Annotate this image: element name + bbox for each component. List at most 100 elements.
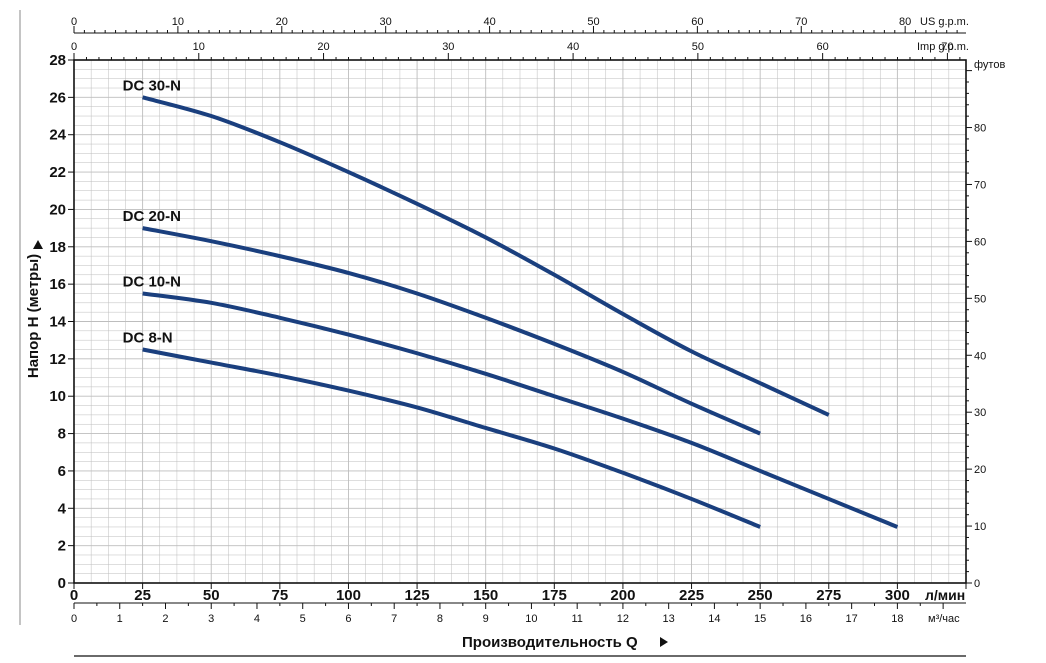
top-us-tick-labels: 0 10 20 30 40 50 60 70 80 [71, 16, 911, 28]
top-imp-tick-label: 70 [941, 41, 953, 53]
curve-label: DC 8-N [123, 330, 173, 347]
x-tick-label: 200 [610, 587, 635, 604]
y-tick-label: 4 [58, 500, 67, 517]
curve-label: DC 20-N [123, 208, 181, 225]
y-tick-label: 20 [49, 201, 66, 218]
curve-label: DC 30-N [123, 77, 181, 94]
right-tick-label: 40 [974, 350, 986, 362]
top-us-tick-label: 50 [587, 16, 599, 28]
bottom-m3-tick-label: 1 [117, 613, 123, 625]
bottom-m3-tick-label: 14 [708, 613, 720, 625]
y-tick-label: 2 [58, 538, 66, 555]
bottom-m3-tick-label: 13 [663, 613, 675, 625]
x-tick-label: 75 [272, 587, 289, 604]
bottom-m3-tick-label: 2 [162, 613, 168, 625]
y-tick-label: 10 [49, 388, 66, 405]
top-us-tick-label: 70 [795, 16, 807, 28]
right-tick-label: 0 [974, 578, 980, 590]
right-tick-labels: 0 10 20 30 40 50 60 70 80 [974, 123, 986, 590]
y-axis-arrow-icon [33, 240, 43, 249]
x-tick-label: 250 [748, 587, 773, 604]
bottom-m3-tick-label: 0 [71, 613, 77, 625]
curve-dc-20-n [142, 226, 761, 436]
x-tick-label: 275 [816, 587, 841, 604]
x-tick-label: 175 [542, 587, 567, 604]
y-tick-label: 8 [58, 426, 66, 443]
y-tick-label: 12 [49, 351, 66, 368]
curve-dc-10-n [142, 291, 899, 529]
bottom-m3-tick-label: 16 [800, 613, 812, 625]
y-tick-label: 28 [49, 52, 66, 69]
bottom-m3-tick-label: 7 [391, 613, 397, 625]
x-unit-label: л/мин [925, 587, 965, 603]
top-imp-tick-label: 20 [317, 41, 329, 53]
x-tick-label: 150 [473, 587, 498, 604]
top-imp-tick-label: 40 [567, 41, 579, 53]
bottom-m3-tick-label: 3 [208, 613, 214, 625]
bottom-m3-tick-label: 18 [891, 613, 903, 625]
bottom-m3-tick-label: 12 [617, 613, 629, 625]
top-us-tick-label: 0 [71, 16, 77, 28]
top-imp-tick-label: 30 [442, 41, 454, 53]
bottom-m3-tick-label: 5 [300, 613, 306, 625]
tick-marks [68, 26, 972, 609]
top-imp-tick-label: 60 [817, 41, 829, 53]
x-tick-label: 0 [70, 587, 78, 604]
top-us-axis-label: US g.p.m. [920, 16, 969, 28]
x-tick-label: 100 [336, 587, 361, 604]
right-tick-label: 80 [974, 123, 986, 135]
top-us-tick-label: 10 [172, 16, 184, 28]
top-imp-tick-label: 50 [692, 41, 704, 53]
top-imp-axis-label: Imp g.p.m. [917, 41, 969, 53]
x-tick-label: 125 [405, 587, 430, 604]
bottom-m3-tick-label: 15 [754, 613, 766, 625]
curve-labels: DC 30-N DC 20-N DC 10-N DC 8-N [123, 77, 181, 346]
x-tick-label: 25 [134, 587, 151, 604]
top-imp-tick-labels: 0 10 20 30 40 50 60 70 [71, 41, 954, 53]
bottom-m3-tick-label: 8 [437, 613, 443, 625]
y-tick-label: 22 [49, 164, 66, 181]
bottom-m3-tick-label: 11 [571, 613, 582, 625]
bottom-m3-tick-label: 17 [846, 613, 858, 625]
bottom-m3-tick-label: 4 [254, 613, 260, 625]
x-tick-labels: 0 25 50 75 100 125 150 175 200 225 250 275 300 [70, 587, 910, 604]
bottom-m3-axis-label: м³/час [928, 613, 960, 625]
x-tick-label: 300 [885, 587, 910, 604]
y-axis-title: Напор H (метры) [25, 254, 42, 378]
x-tick-label: 50 [203, 587, 220, 604]
bottom-m3-tick-label: 10 [525, 613, 537, 625]
x-tick-label: 225 [679, 587, 704, 604]
top-imp-tick-label: 10 [193, 41, 205, 53]
y-tick-label: 24 [49, 127, 66, 144]
top-imp-tick-label: 0 [71, 41, 77, 53]
top-us-tick-label: 80 [899, 16, 911, 28]
top-us-tick-label: 40 [483, 16, 495, 28]
curve-label: DC 10-N [123, 273, 181, 290]
x-axis-arrow-icon [660, 637, 668, 647]
grid [73, 59, 967, 584]
right-tick-label: 50 [974, 293, 986, 305]
curve-dc-30-n [142, 95, 830, 417]
top-us-tick-label: 60 [691, 16, 703, 28]
top-us-tick-label: 20 [276, 16, 288, 28]
curve-dc-8-n [142, 347, 761, 529]
y-tick-label: 18 [49, 239, 66, 256]
right-tick-label: 60 [974, 236, 986, 248]
bottom-m3-tick-labels: 0 1 2 3 4 5 6 7 8 9 10 11 12 13 14 15 16 17 18 [71, 613, 904, 625]
y-tick-label: 16 [49, 276, 66, 293]
y-tick-label: 6 [58, 463, 66, 480]
y-tick-label: 0 [58, 575, 66, 592]
top-us-tick-label: 30 [380, 16, 392, 28]
right-tick-label: 10 [974, 521, 986, 533]
y-tick-label: 14 [49, 314, 66, 331]
right-tick-label: 20 [974, 464, 986, 476]
curves [142, 95, 899, 529]
bottom-m3-tick-label: 6 [345, 613, 351, 625]
right-axis-label: футов [974, 59, 1005, 71]
bottom-m3-tick-label: 9 [483, 613, 489, 625]
y-tick-label: 26 [49, 89, 66, 106]
x-axis-title: Производительность Q [462, 634, 638, 651]
right-tick-label: 70 [974, 179, 986, 191]
